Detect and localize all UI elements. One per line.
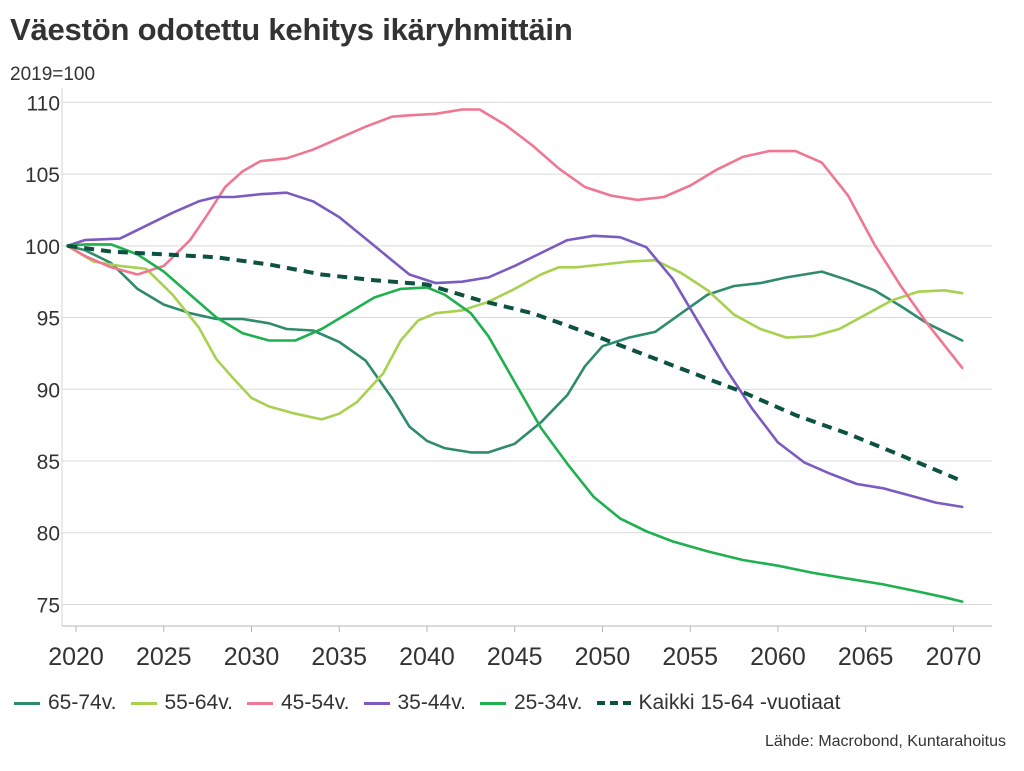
grid-lines	[61, 88, 992, 626]
y-axis-ticks: 75 80 85 90 95 100 105 110	[25, 92, 60, 617]
x-axis: 2020 2025 2030 2035 2040 2045 2050 2055 2060 2065…	[48, 625, 992, 671]
y-tick-label: 80	[37, 523, 60, 546]
legend-item-3: 45-54v.	[247, 691, 350, 715]
legend-item-1: 65-74v.	[14, 691, 117, 715]
series-line-4	[66, 191, 964, 509]
x-tick-label: 2055	[662, 643, 718, 671]
legend-item-4: 35-44v.	[363, 691, 467, 715]
x-tick-label: 2020	[48, 643, 104, 671]
x-tick-label: 2025	[136, 643, 192, 671]
series-line-6	[67, 243, 963, 483]
x-tick-label: 2045	[487, 643, 543, 671]
legend-swatch	[130, 701, 157, 705]
legend-label: 45-54v.	[281, 691, 350, 714]
legend-item-5: 25-34v.	[480, 691, 583, 715]
y-tick-label: 95	[37, 308, 60, 331]
y-tick-label: 75	[37, 594, 60, 617]
legend: 65-74v. 55-64v. 45-54v. 35-44v. 25-34v. Kaikk…	[14, 688, 854, 718]
x-tick-label: 2040	[399, 643, 455, 671]
legend-item-6: Kaikki 15-64 -vuotiaat	[596, 691, 841, 715]
series-line-2	[66, 244, 964, 421]
legend-label: Kaikki 15-64 -vuotiaat	[638, 691, 841, 714]
x-tick-label: 2050	[575, 643, 631, 671]
series-line-5	[66, 243, 964, 603]
chart-title: Väestön odotettu kehitys ikäryhmittäin	[10, 12, 573, 47]
legend-label: 55-64v.	[164, 691, 234, 714]
x-tick-label: 2030	[224, 643, 280, 671]
x-tick-label: 2060	[750, 643, 806, 671]
y-tick-label: 100	[25, 236, 60, 259]
y-tick-label: 110	[27, 92, 60, 115]
y-axis-unit-label: 2019=100	[10, 64, 96, 85]
legend-swatch	[247, 701, 273, 705]
y-tick-label: 90	[37, 379, 60, 402]
y-tick-label: 105	[25, 164, 60, 187]
series-line-3	[66, 108, 964, 370]
y-tick-label: 85	[37, 451, 60, 474]
x-tick-label: 2035	[311, 643, 367, 671]
x-tick-label: 2065	[838, 643, 894, 671]
legend-swatch	[596, 701, 631, 705]
legend-swatch	[14, 701, 40, 705]
line-chart: 75 80 85 90 95 100 105 110 2020 2025 2030 2035 2040…	[25, 88, 992, 671]
legend-swatch	[480, 701, 506, 705]
legend-label: 65-74v.	[48, 691, 117, 714]
legend-label: 35-44v.	[397, 691, 467, 714]
x-tick-label: 2070	[926, 643, 982, 671]
legend-item-2: 55-64v.	[130, 691, 234, 715]
source-note: Lähde: Macrobond, Kuntarahoitus	[764, 733, 1006, 750]
series-lines	[66, 108, 964, 603]
legend-label: 25-34v.	[514, 691, 583, 714]
series-line-1	[66, 244, 964, 454]
legend-swatch	[363, 701, 390, 705]
